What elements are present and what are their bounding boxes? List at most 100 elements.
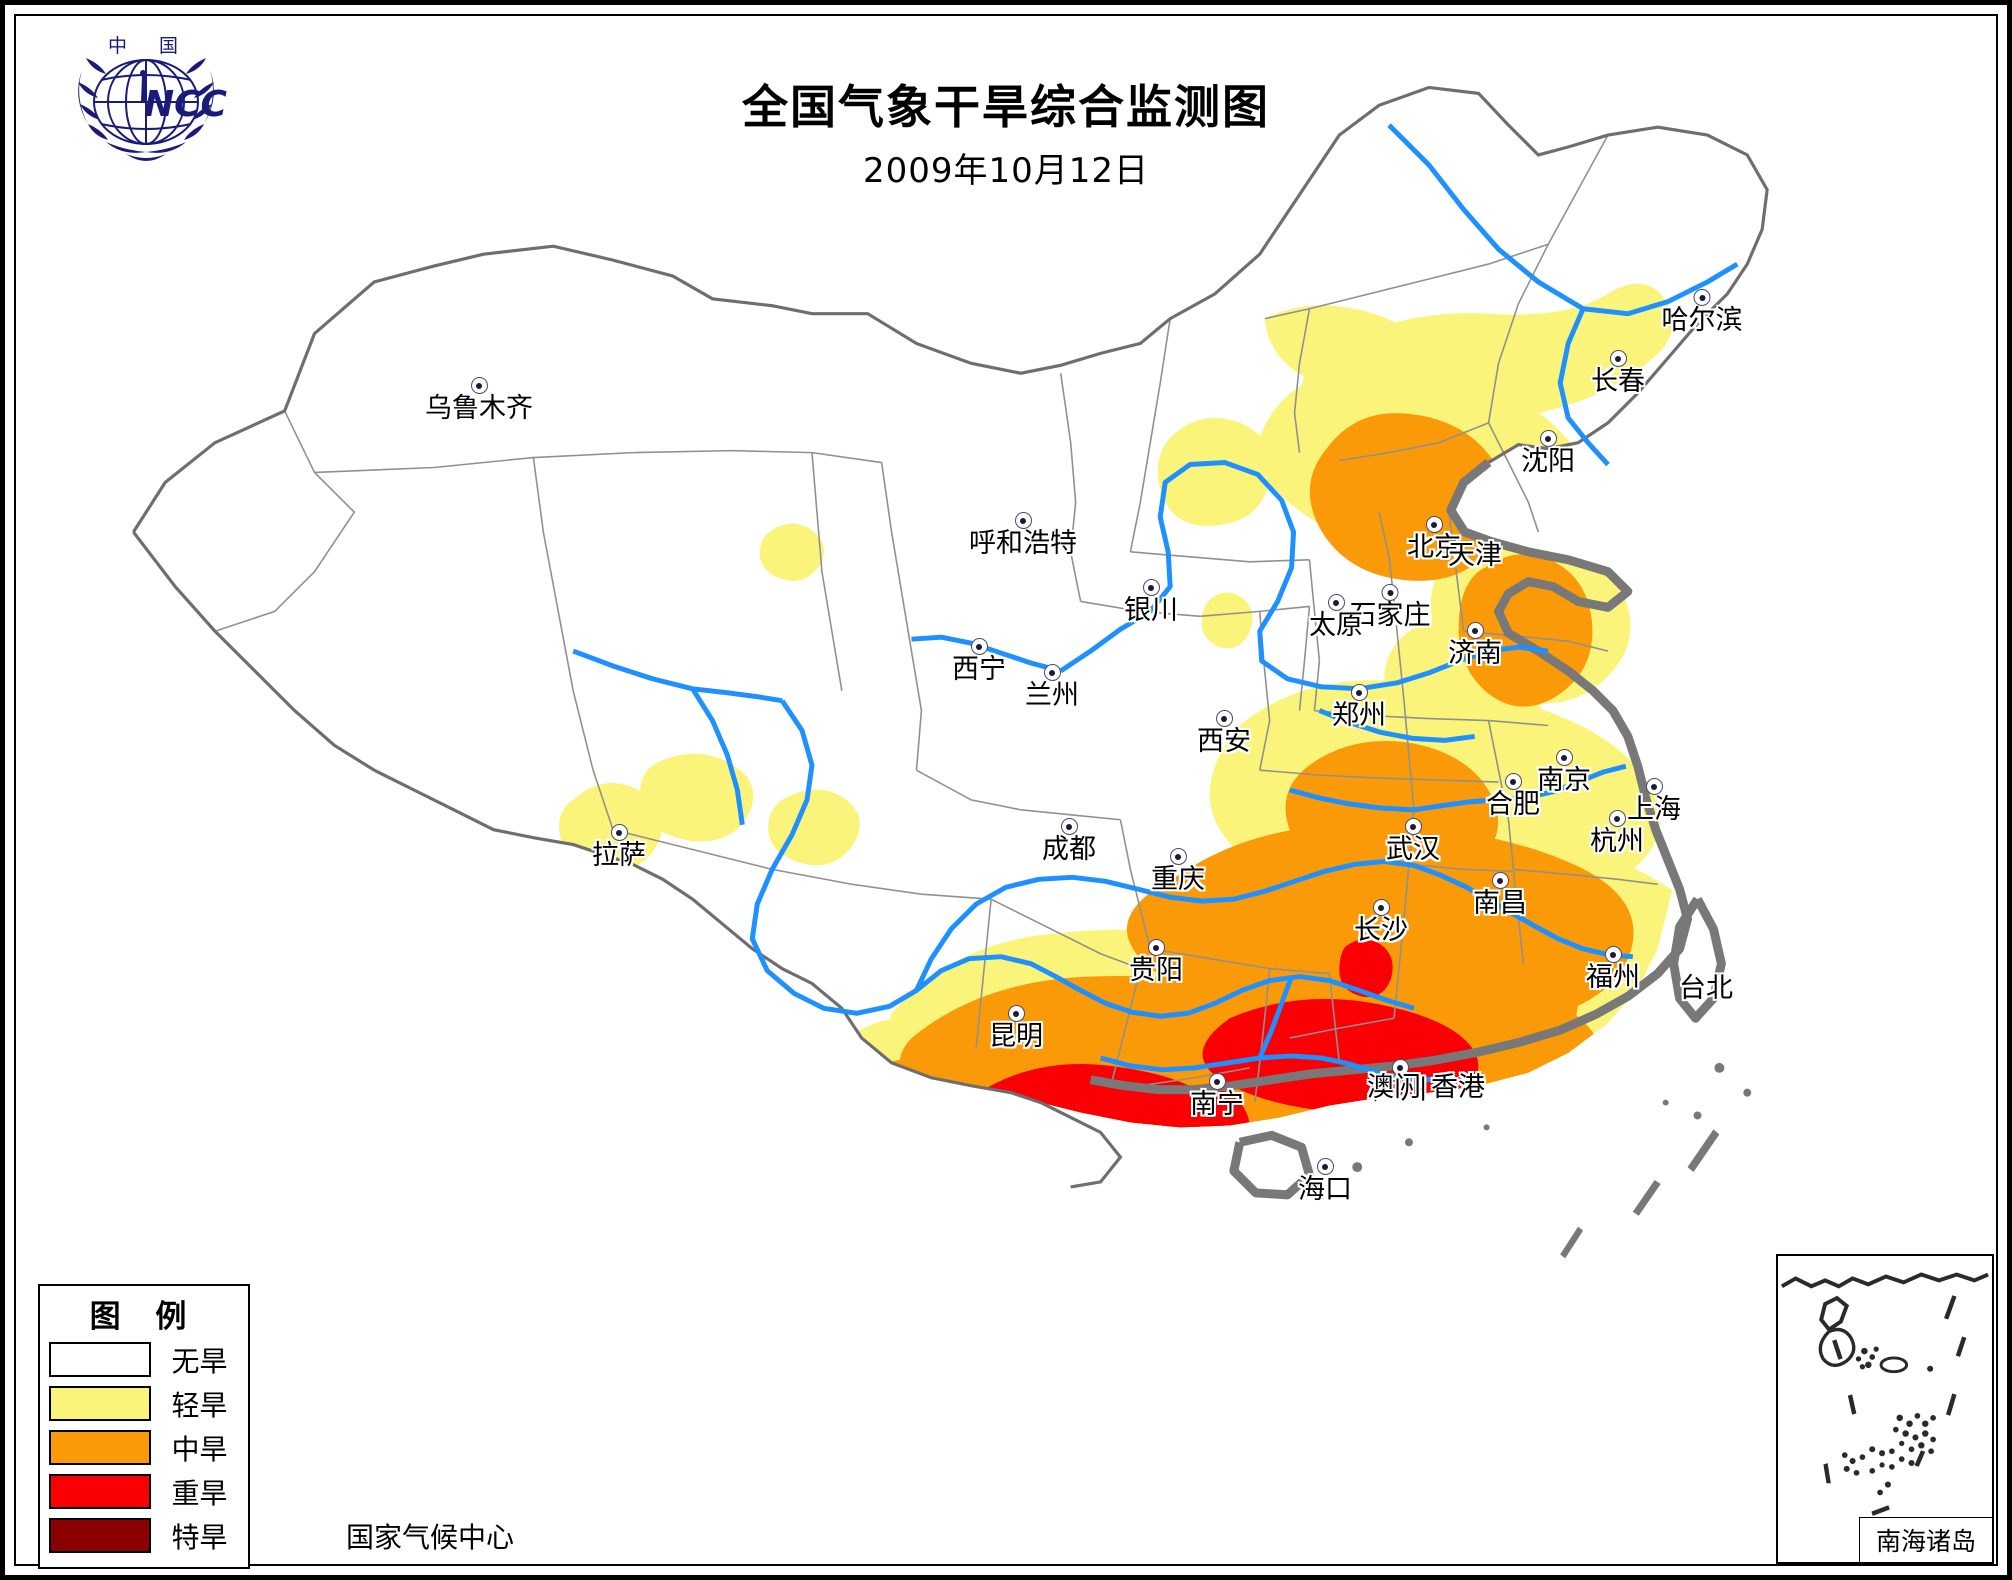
city-marker-icon xyxy=(1014,512,1032,529)
city-label: 台北 xyxy=(1679,974,1733,1003)
city-label: 成都 xyxy=(1042,818,1096,864)
city-label: 杭州 xyxy=(1590,810,1644,856)
city-marker-icon xyxy=(1215,710,1233,727)
city-label: 呼和浩特 xyxy=(969,512,1077,558)
city-label: 福州 xyxy=(1586,946,1640,992)
city-marker-icon xyxy=(1007,1005,1025,1022)
legend-swatch xyxy=(49,1342,151,1377)
city-name: 石家庄 xyxy=(1349,600,1431,631)
city-label: 西宁 xyxy=(952,638,1006,684)
city-marker-icon xyxy=(970,638,988,655)
map-date: 2009年10月12日 xyxy=(862,151,1150,191)
svg-text:中: 中 xyxy=(108,35,127,57)
city-marker-icon xyxy=(610,824,628,841)
city-marker-icon xyxy=(470,377,488,394)
map-frame: 中 国 xyxy=(14,14,1998,1569)
legend-row: 轻旱 xyxy=(40,1383,248,1424)
city-label: 昆明 xyxy=(989,1005,1043,1051)
city-name: 广州 xyxy=(1373,1075,1427,1106)
legend-row: 重旱 xyxy=(40,1471,248,1512)
city-label: 北京 xyxy=(1407,516,1461,562)
city-label: 济南 xyxy=(1448,622,1502,668)
legend-swatch xyxy=(49,1474,151,1509)
city-marker-icon xyxy=(1504,773,1522,790)
city-name: 澳门 xyxy=(1367,1072,1421,1103)
city-marker-icon xyxy=(1043,664,1061,681)
city-marker-icon xyxy=(1060,818,1078,835)
south-china-sea-inset: 南海诸岛 xyxy=(1776,1254,1994,1564)
city-name: 太原 xyxy=(1309,610,1363,641)
city-label: 兰州 xyxy=(1025,664,1079,710)
svg-text:国: 国 xyxy=(159,35,178,57)
page-title: 全国气象干旱综合监测图 xyxy=(742,80,1270,134)
sea-islands xyxy=(1352,1062,1752,1259)
city-label: 西安 xyxy=(1197,710,1251,756)
city-marker-icon xyxy=(1425,516,1443,533)
legend-label: 轻旱 xyxy=(171,1388,228,1422)
city-name: 西安 xyxy=(1197,726,1251,757)
inset-map-svg xyxy=(1780,1272,1989,1516)
inset-label: 南海诸岛 xyxy=(1859,1517,1993,1563)
city-label: 南昌 xyxy=(1473,872,1527,918)
city-name: 长沙 xyxy=(1354,915,1408,946)
city-label: 太原 xyxy=(1309,594,1363,640)
city-name: 合肥 xyxy=(1486,789,1540,820)
city-name: 海口 xyxy=(1298,1174,1352,1205)
city-marker-icon xyxy=(1142,579,1160,596)
city-name: 台北 xyxy=(1679,973,1733,1004)
city-label: 银川 xyxy=(1124,579,1178,625)
city-name: 乌鲁木齐 xyxy=(425,393,533,424)
city-marker-icon xyxy=(1539,430,1557,447)
city-label: 广州 xyxy=(1373,1059,1427,1105)
city-marker-icon xyxy=(1491,872,1509,889)
city-label: 哈尔滨 xyxy=(1662,289,1743,335)
city-marker-icon xyxy=(1147,939,1165,956)
city-marker-icon xyxy=(1466,622,1484,639)
city-name: 南昌 xyxy=(1473,888,1527,919)
city-marker-icon xyxy=(1608,810,1626,827)
city-name: 兰州 xyxy=(1025,680,1079,711)
city-name: 香港 xyxy=(1431,1072,1485,1103)
city-name: 天津 xyxy=(1448,540,1502,571)
legend-box: 图 例 无旱 轻旱 中旱 重旱 特旱 xyxy=(38,1284,250,1569)
city-label: 石家庄 xyxy=(1350,584,1431,630)
ncc-emblem-logo: 中 国 xyxy=(56,30,236,175)
city-label: 合肥 xyxy=(1486,773,1540,819)
city-name: 南京 xyxy=(1537,765,1591,796)
city-name: 南宁 xyxy=(1190,1089,1244,1120)
legend-label: 特旱 xyxy=(171,1520,228,1554)
credit-text: 国家气候中心 xyxy=(346,1521,515,1554)
city-marker-icon xyxy=(1609,350,1627,367)
national-border xyxy=(132,85,1769,1189)
svg-text:NCC: NCC xyxy=(144,84,228,125)
city-marker-icon xyxy=(1604,946,1622,963)
legend-title: 图 例 xyxy=(89,1299,199,1335)
city-label: 郑州 xyxy=(1332,684,1386,730)
city-marker-icon xyxy=(1693,289,1711,306)
city-marker-icon xyxy=(1391,1059,1409,1076)
city-marker-icon xyxy=(1208,1073,1226,1090)
city-label: 贵阳 xyxy=(1129,939,1183,985)
city-marker-icon xyxy=(1645,778,1663,795)
city-name: 成都 xyxy=(1042,834,1096,865)
city-label: 乌鲁木齐 xyxy=(425,377,533,423)
city-name: 杭州 xyxy=(1590,826,1644,857)
city-marker-icon xyxy=(1169,848,1187,865)
city-label: 长春 xyxy=(1591,350,1645,396)
legend-row: 特旱 xyxy=(40,1515,248,1556)
city-label: 长沙 xyxy=(1354,899,1408,945)
city-name: 北京 xyxy=(1407,532,1461,563)
city-label: 武汉 xyxy=(1386,818,1440,864)
city-name: 长春 xyxy=(1591,366,1645,397)
city-name: 武汉 xyxy=(1386,834,1440,865)
city-name: 哈尔滨 xyxy=(1661,305,1743,336)
city-label: 拉萨 xyxy=(592,824,646,870)
city-marker-icon xyxy=(1350,684,1368,701)
legend-swatch xyxy=(49,1430,151,1465)
province-boundaries xyxy=(214,134,1658,1103)
city-label: 香港 xyxy=(1431,1073,1485,1102)
city-label: 重庆 xyxy=(1151,848,1205,894)
city-label: 海口 xyxy=(1298,1158,1352,1204)
city-name: 拉萨 xyxy=(592,840,646,871)
